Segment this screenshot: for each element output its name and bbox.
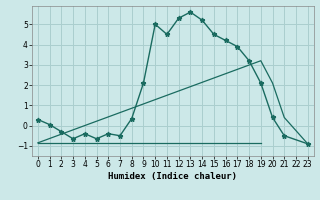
X-axis label: Humidex (Indice chaleur): Humidex (Indice chaleur) <box>108 172 237 181</box>
